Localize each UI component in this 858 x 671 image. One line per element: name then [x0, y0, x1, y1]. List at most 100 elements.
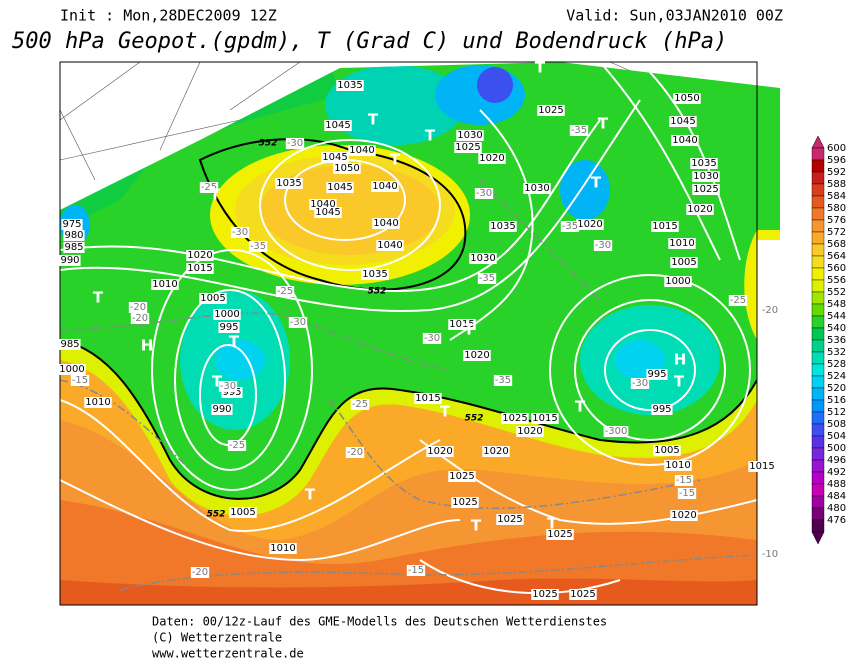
colorbar-cell [811, 483, 825, 497]
map-label: -20 [132, 313, 148, 324]
map-label: 1050 [334, 163, 359, 174]
projection-lines [59, 61, 641, 181]
contour-label: 552 [207, 510, 226, 520]
map-label: 1000 [665, 276, 690, 287]
map-label: -30 [632, 378, 648, 389]
label-box [670, 257, 698, 268]
pressure-center: T [575, 398, 586, 416]
colorbar-label: 484 [827, 491, 846, 502]
colorbar-label: 600 [827, 143, 846, 154]
label-box [489, 221, 517, 232]
map-label: 1015 [652, 221, 677, 232]
label-box [230, 227, 250, 238]
colorbar-cell [811, 279, 825, 293]
label-box [63, 242, 85, 253]
colorbar-label: 556 [827, 275, 846, 286]
map-label: -30 [424, 333, 440, 344]
map-label: -35 [479, 273, 495, 284]
label-box [128, 302, 148, 313]
label-box [496, 514, 524, 525]
label-box [523, 183, 551, 194]
footer-line: www.wetterzentrale.de [152, 647, 304, 661]
map-label: -25 [201, 182, 217, 193]
label-box [531, 413, 559, 424]
colorbar-cell [811, 423, 825, 437]
map-label: 1025 [532, 589, 557, 600]
map-label: 995 [222, 387, 241, 398]
colorbar-cell [811, 387, 825, 401]
label-box [546, 529, 574, 540]
pressure-center: T [305, 486, 316, 504]
label-box [324, 120, 352, 131]
colorbar-label: 564 [827, 251, 846, 262]
label-box [728, 295, 748, 306]
colorbar-cell [811, 195, 825, 209]
map-label: -20 [347, 447, 363, 458]
label-box [692, 184, 720, 195]
label-box [651, 404, 673, 415]
map-label: -15 [408, 565, 424, 576]
label-box [448, 471, 476, 482]
label-box [537, 105, 565, 116]
contour-label: 552 [368, 287, 387, 297]
colorbar-label: 532 [827, 347, 846, 358]
map-label: -25 [730, 295, 746, 306]
map-label: 1045 [670, 116, 695, 127]
label-box [348, 145, 376, 156]
map-label: 1045 [315, 207, 340, 218]
label-box [677, 488, 697, 499]
title: 500 hPa Geopot.(gpdm), T (Grad C) und Bo… [12, 29, 727, 54]
colorbar-cell [811, 363, 825, 377]
label-box [674, 475, 694, 486]
pressure-center: T [598, 115, 609, 133]
pressure-center: T [535, 59, 546, 77]
footer-line: (C) Wetterzentrale [152, 631, 282, 645]
map-label: -20 [130, 302, 146, 313]
label-box [653, 445, 681, 456]
map-label: 1045 [322, 152, 347, 163]
contour-label: 552 [259, 139, 278, 149]
label-box [593, 240, 613, 251]
label-box [63, 230, 85, 241]
label-box [463, 350, 491, 361]
label-box [326, 182, 354, 193]
colorbar-label: 596 [827, 155, 846, 166]
label-box [151, 279, 179, 290]
map-label: 990 [212, 404, 231, 415]
map-label: -300 [605, 426, 628, 437]
map-label: 985 [64, 242, 83, 253]
label-box [221, 387, 243, 398]
map-label: 1025 [497, 514, 522, 525]
colorbar-label: 560 [827, 263, 846, 274]
map-label: -35 [571, 125, 587, 136]
label-box [321, 152, 349, 163]
map-label: 1020 [464, 350, 489, 361]
label-box [560, 221, 580, 232]
map-label: 1020 [483, 446, 508, 457]
label-box [646, 369, 668, 380]
pressure-center: T [440, 403, 451, 421]
label-box [314, 207, 342, 218]
colorbar-cell [811, 471, 825, 485]
colorbar-cell [811, 207, 825, 221]
label-box [414, 393, 442, 404]
map-label: -15 [72, 375, 88, 386]
pressure-center: T [471, 517, 482, 535]
map-label: 985 [60, 339, 79, 350]
colorbar-label: 524 [827, 371, 846, 382]
map-label: 1040 [372, 181, 397, 192]
label-box [199, 293, 227, 304]
map-label: 1020 [577, 219, 602, 230]
map-label: 1015 [415, 393, 440, 404]
label-box [275, 286, 295, 297]
pressure-center: T [229, 333, 240, 351]
colorbar-label: 580 [827, 203, 846, 214]
map-label: -30 [220, 381, 236, 392]
map-label: 1045 [325, 120, 350, 131]
map-label: -35 [250, 241, 266, 252]
map-label: -15 [676, 475, 692, 486]
map-label: 1025 [693, 184, 718, 195]
label-box [59, 255, 81, 266]
map-label: 1005 [654, 445, 679, 456]
label-box [213, 309, 241, 320]
